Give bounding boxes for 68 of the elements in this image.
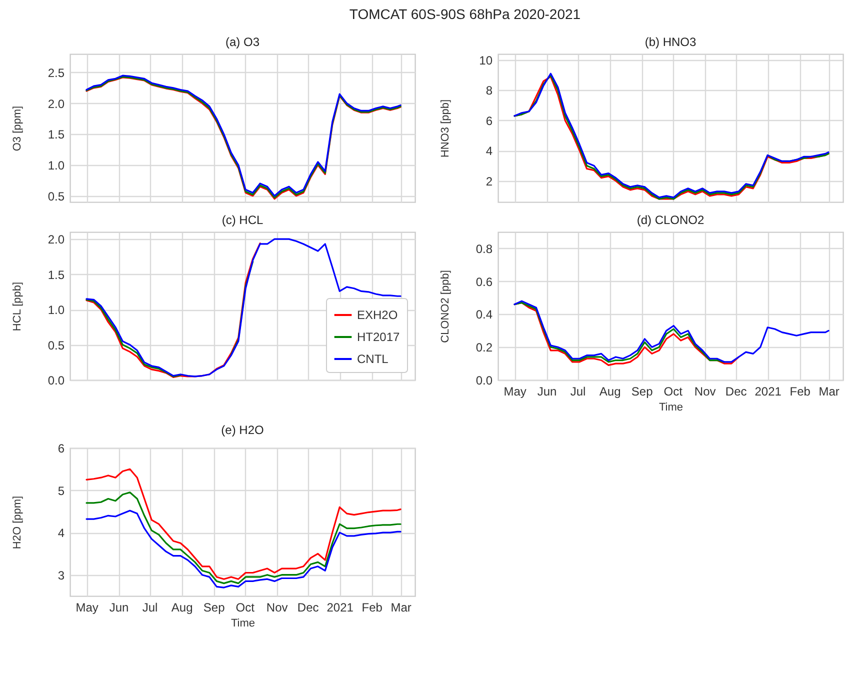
- x-tick-label: Nov: [266, 600, 288, 614]
- x-tick-label: Feb: [362, 600, 383, 614]
- x-tick-label: Dec: [725, 384, 747, 398]
- x-tick-label: Oct: [664, 384, 684, 398]
- y-axis-title: O3 [ppm]: [12, 106, 24, 152]
- line-series: [86, 242, 261, 378]
- x-tick-label: Sep: [203, 600, 226, 614]
- x-tick-label: Feb: [790, 384, 811, 398]
- line-series: [86, 492, 402, 584]
- y-tick-label: 0.0: [48, 374, 65, 388]
- x-tick-label: Dec: [297, 600, 319, 614]
- y-axis-title: H2O [ppm]: [12, 496, 24, 550]
- legend-label: EXH2O: [357, 308, 398, 322]
- x-tick-label: Jul: [570, 384, 586, 398]
- legend-label: CNTL: [357, 352, 389, 366]
- y-tick-label: 0.8: [476, 242, 493, 256]
- y-axis-title: HCL [ppb]: [12, 282, 24, 332]
- x-tick-label: Oct: [236, 600, 256, 614]
- y-tick-label: 10: [479, 54, 493, 68]
- x-axis-title: Time: [658, 402, 684, 414]
- x-tick-label: May: [504, 384, 526, 398]
- y-tick-label: 5: [58, 484, 65, 498]
- y-tick-label: 0.5: [48, 338, 65, 352]
- y-tick-label: 3: [58, 568, 65, 582]
- x-tick-label: 2021: [754, 384, 782, 398]
- line-series: [86, 468, 402, 580]
- y-tick-label: 2.0: [48, 96, 65, 111]
- chart-title: (b) HNO3: [644, 35, 696, 49]
- x-tick-label: Mar: [390, 600, 412, 614]
- line-series: [86, 238, 402, 378]
- y-tick-label: 2.5: [48, 66, 65, 80]
- y-tick-label: 4: [486, 144, 493, 158]
- y-tick-label: 4: [58, 526, 65, 540]
- chart-title: (e) H2O: [221, 423, 264, 437]
- x-tick-label: Jun: [109, 600, 129, 614]
- y-tick-label: 0.0: [476, 374, 493, 388]
- x-tick-label: Aug: [599, 384, 621, 398]
- y-axis-title: CLONO2 [ppb]: [440, 270, 452, 343]
- y-tick-label: 1.5: [48, 268, 65, 282]
- y-tick-label: 6: [486, 114, 493, 128]
- chart-title: (d) CLONO2: [636, 213, 704, 227]
- x-tick-label: Jul: [142, 600, 158, 614]
- y-tick-label: 0.4: [476, 308, 493, 322]
- y-tick-label: 6: [58, 442, 65, 456]
- x-tick-label: 2021: [326, 600, 354, 614]
- y-tick-label: 2: [486, 174, 493, 188]
- x-tick-label: Aug: [171, 600, 193, 614]
- x-tick-label: Mar: [818, 384, 840, 398]
- x-tick-label: May: [76, 600, 98, 614]
- x-axis-title: Time: [230, 618, 256, 630]
- y-tick-label: 2.0: [48, 232, 65, 247]
- y-tick-label: 0.2: [476, 340, 493, 355]
- y-tick-label: 1.5: [48, 128, 65, 142]
- chart-title: (a) O3: [225, 35, 260, 49]
- y-tick-label: 1.0: [48, 158, 65, 172]
- chart-title: (c) HCL: [222, 213, 264, 227]
- y-axis-title: HNO3 [ppb]: [440, 99, 452, 158]
- text: TOMCAT 60S-90S 68hPa 2020-2021: [349, 6, 581, 22]
- x-tick-label: Sep: [631, 384, 654, 398]
- y-tick-label: 1.0: [48, 303, 65, 318]
- line-series: [86, 510, 402, 588]
- x-tick-label: Jun: [537, 384, 557, 398]
- y-tick-label: 0.5: [48, 189, 65, 204]
- y-tick-label: 8: [486, 84, 493, 98]
- x-tick-label: Nov: [694, 384, 716, 398]
- line-series: [514, 300, 830, 363]
- y-tick-label: 0.6: [476, 274, 493, 289]
- legend-label: HT2017: [357, 330, 400, 344]
